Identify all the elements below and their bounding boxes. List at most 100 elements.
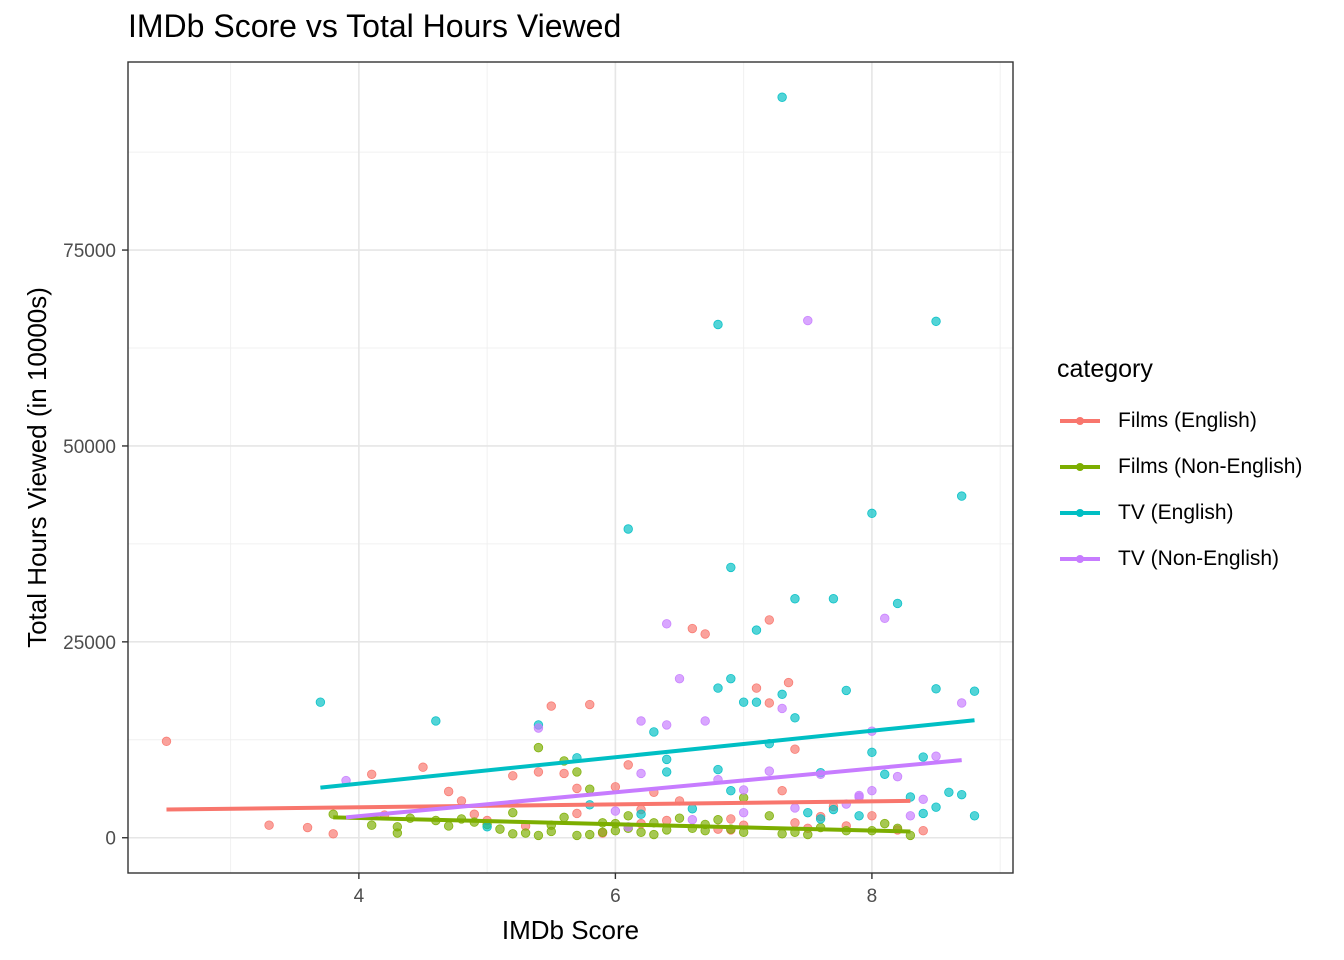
- data-point: [623, 811, 633, 821]
- data-point: [559, 768, 569, 779]
- data-point: [790, 803, 800, 813]
- legend-key-films-non-english: [1057, 457, 1103, 477]
- data-point: [661, 767, 672, 777]
- data-point: [508, 807, 518, 818]
- data-point: [726, 673, 736, 684]
- data-point: [508, 771, 518, 781]
- data-point: [931, 684, 941, 694]
- data-point: [918, 808, 928, 819]
- data-point: [649, 829, 659, 840]
- data-point: [738, 807, 749, 818]
- legend: category Films (English) Films (Non-Engl…: [1057, 355, 1302, 582]
- data-point: [328, 829, 338, 839]
- data-point: [520, 828, 531, 838]
- data-point: [572, 830, 582, 841]
- data-point: [880, 769, 890, 779]
- data-point: [610, 806, 621, 816]
- data-point: [764, 811, 775, 821]
- y-axis: 0 25000 50000 75000: [63, 241, 128, 850]
- data-point: [533, 723, 544, 733]
- data-point: [803, 315, 813, 326]
- data-point: [585, 699, 595, 710]
- data-point: [597, 827, 608, 837]
- data-point: [956, 698, 967, 708]
- data-point: [687, 804, 698, 814]
- data-point: [623, 524, 633, 534]
- data-point: [867, 747, 877, 758]
- data-point: [443, 821, 454, 831]
- data-point: [867, 508, 877, 519]
- data-point: [764, 698, 775, 708]
- data-point: [726, 814, 736, 824]
- data-point: [636, 809, 646, 819]
- y-tick-label: 25000: [63, 633, 116, 654]
- data-point: [726, 786, 736, 796]
- data-point: [533, 742, 544, 753]
- data-point: [585, 784, 595, 794]
- minor-gridlines: [128, 62, 1013, 873]
- data-point: [867, 786, 877, 796]
- data-point: [456, 796, 467, 806]
- x-axis-title: IMDb Score: [502, 915, 639, 945]
- data-point: [559, 812, 569, 823]
- trend-lines: [166, 718, 975, 834]
- data-point: [880, 613, 890, 624]
- data-point: [508, 829, 518, 839]
- data-point: [713, 319, 723, 330]
- y-tick-label: 75000: [63, 241, 116, 262]
- data-point: [790, 818, 800, 828]
- data-point: [713, 764, 723, 775]
- data-point: [585, 829, 595, 840]
- data-point: [661, 720, 672, 730]
- data-point: [161, 736, 172, 747]
- data-point: [661, 619, 672, 629]
- data-point: [918, 794, 928, 805]
- data-point: [931, 316, 941, 327]
- data-point: [783, 677, 794, 688]
- data-point: [777, 829, 787, 839]
- plot-panel-border: [127, 61, 1014, 874]
- data-point: [803, 829, 813, 840]
- data-point: [636, 827, 646, 837]
- trend-line: [345, 758, 962, 820]
- legend-item-films-non-english: Films (Non-English): [1057, 444, 1302, 490]
- chart-title: IMDb Score vs Total Hours Viewed: [128, 8, 622, 44]
- data-point: [431, 716, 441, 726]
- scatter-points: [161, 92, 980, 841]
- y-axis-title: Total Hours Viewed (in 10000s): [22, 287, 52, 648]
- data-point: [264, 820, 274, 830]
- data-point: [892, 771, 903, 782]
- data-point: [905, 811, 916, 821]
- trend-line: [333, 815, 911, 834]
- data-point: [867, 811, 877, 821]
- data-point: [636, 768, 646, 779]
- data-point: [469, 809, 480, 819]
- data-point: [572, 783, 582, 794]
- data-point: [828, 804, 839, 815]
- trend-line: [166, 798, 911, 812]
- data-point: [777, 689, 787, 700]
- data-point: [790, 594, 800, 604]
- data-point: [790, 744, 800, 754]
- data-point: [687, 815, 698, 825]
- data-point: [700, 629, 710, 639]
- data-point: [918, 752, 928, 762]
- data-point: [738, 793, 749, 803]
- data-point: [790, 713, 800, 723]
- data-point: [880, 818, 890, 829]
- data-point: [777, 703, 787, 714]
- data-point: [918, 825, 928, 836]
- data-point: [572, 808, 582, 819]
- x-tick-label: 4: [354, 886, 365, 907]
- data-point: [636, 716, 646, 726]
- data-point: [777, 786, 787, 796]
- legend-item-tv-non-english: TV (Non-English): [1057, 536, 1302, 582]
- legend-key-films-english: [1057, 411, 1103, 431]
- data-point: [764, 766, 775, 776]
- major-gridlines: [128, 62, 1013, 873]
- data-point: [777, 92, 787, 102]
- data-point: [661, 754, 672, 765]
- data-point: [700, 716, 710, 726]
- data-point: [495, 824, 505, 834]
- data-point: [533, 767, 544, 777]
